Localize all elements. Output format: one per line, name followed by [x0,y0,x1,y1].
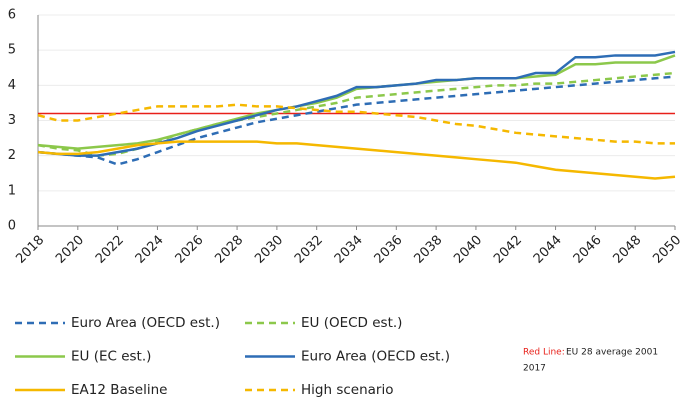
x-tick-label: 2034 [332,233,366,267]
x-tick-label: 2048 [610,233,644,267]
x-tick-label: 2032 [292,233,326,267]
y-tick-label: 6 [8,8,16,23]
x-tick-label: 2020 [53,233,87,267]
y-tick-label: 4 [8,78,16,93]
series-line [37,54,676,150]
y-tick-label: 1 [8,183,16,198]
x-tick-label: 2050 [650,233,680,267]
x-tick-label: 2038 [411,233,445,267]
x-tick-label: 2026 [173,233,207,267]
legend-label: EU (EC est.) [71,349,151,365]
y-tick-label: 2 [8,148,16,163]
y-tick-label: 0 [8,219,16,234]
annotation-text: 2017 [523,364,546,374]
y-tick-label: 3 [8,113,16,128]
x-tick-label: 2042 [491,233,525,267]
series-line [37,75,676,166]
legend-label: EU (OECD est.) [301,315,402,331]
x-tick-label: 2046 [571,233,605,267]
legend: Euro Area (OECD est.) EU (OECD est.) EU (E… [15,315,450,398]
x-tick-label: 2028 [212,233,246,267]
x-tick-label: 2040 [451,233,485,267]
x-tick-label: 2022 [93,233,127,267]
legend-label: High scenario [301,382,393,398]
legend-label: EA12 Baseline [71,382,167,398]
series-line [37,140,676,180]
series-line [37,50,676,157]
x-tick-label: 2030 [252,233,286,267]
series-line [37,103,675,145]
legend-label: Euro Area (OECD est.) [301,349,450,365]
legend-label: Euro Area (OECD est.) [71,315,220,331]
annotation-text: EU 28 average 2001 [566,348,658,358]
x-tick-label: 2036 [372,233,406,267]
y-tick-label: 5 [8,43,16,58]
x-tick-label: 2018 [13,233,47,267]
x-tick-label: 2024 [133,233,167,267]
x-tick-label: 2044 [531,233,565,267]
annotation-label: Red Line: [523,348,565,358]
